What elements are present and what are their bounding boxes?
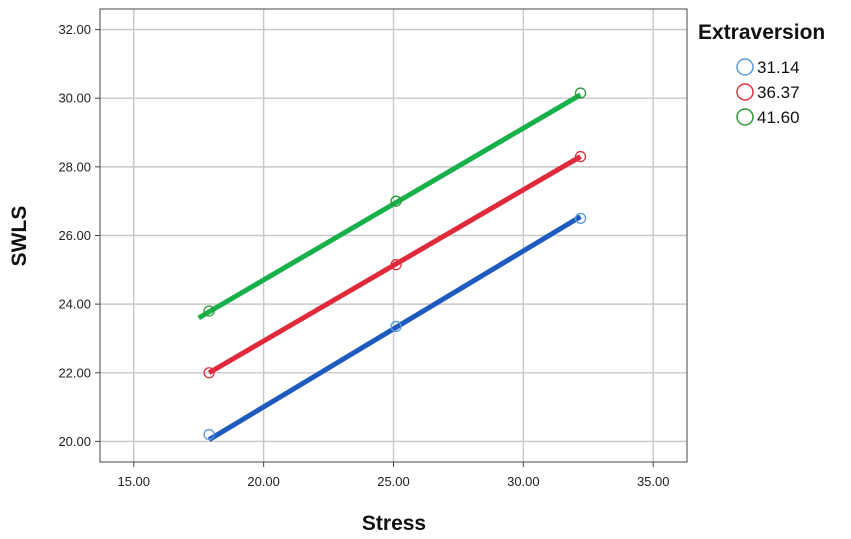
series-0: [203, 212, 587, 442]
data-point: [574, 87, 587, 99]
y-tick-label: 26.00: [58, 228, 91, 243]
legend-label: 41.60: [757, 108, 800, 127]
data-point: [390, 320, 402, 333]
data-point: [390, 195, 402, 207]
data-point: [203, 428, 215, 441]
data-point: [574, 212, 587, 224]
x-tick-label: 15.00: [117, 474, 150, 489]
fit-line: [197, 92, 582, 321]
legend-label: 36.37: [757, 83, 800, 102]
data-point: [390, 259, 402, 271]
legend: Extraversion 31.14 36.37 41.60: [698, 21, 825, 127]
y-axis: 20.00 22.00 24.00 26.00 28.00 30.00 32.00: [58, 22, 100, 449]
fit-line: [207, 214, 582, 442]
legend-marker: [736, 58, 754, 76]
data-point: [203, 367, 215, 379]
x-tick-label: 20.00: [247, 474, 280, 489]
y-tick-label: 32.00: [58, 22, 91, 37]
gridlines: [100, 9, 687, 462]
y-axis-title: SWLS: [8, 206, 31, 267]
y-tick-label: 24.00: [58, 297, 91, 312]
y-tick-label: 20.00: [58, 434, 91, 449]
y-tick-label: 22.00: [58, 365, 91, 380]
y-tick-label: 28.00: [58, 159, 91, 174]
legend-title: Extraversion: [698, 21, 825, 44]
x-tick-label: 30.00: [507, 474, 540, 489]
series-layer: [197, 87, 587, 442]
data-point: [574, 150, 587, 163]
x-axis: 15.00 20.00 25.00 30.00 35.00: [117, 462, 670, 489]
x-tick-label: 35.00: [637, 474, 670, 489]
legend-label: 31.14: [757, 58, 800, 77]
fit-line: [207, 154, 582, 375]
x-axis-title: Stress: [362, 512, 426, 535]
x-tick-label: 25.00: [377, 474, 410, 489]
data-point: [203, 305, 215, 317]
legend-marker: [736, 83, 754, 101]
series-2: [197, 87, 587, 321]
y-tick-label: 30.00: [58, 91, 91, 106]
series-1: [203, 150, 587, 379]
legend-marker: [736, 108, 754, 126]
